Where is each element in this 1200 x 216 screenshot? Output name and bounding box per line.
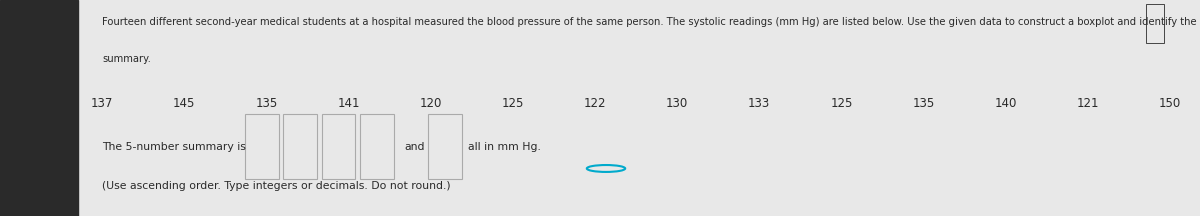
Text: 140: 140 (995, 97, 1016, 110)
Text: 125: 125 (502, 97, 524, 110)
Text: 121: 121 (1076, 97, 1099, 110)
Text: summary.: summary. (102, 54, 151, 64)
Text: 135: 135 (912, 97, 935, 110)
Bar (1146, 4, 1164, 43)
Text: The 5-number summary is: The 5-number summary is (102, 142, 250, 152)
Bar (0, 0, 78, 216)
Text: 120: 120 (420, 97, 442, 110)
Text: 125: 125 (830, 97, 852, 110)
Text: 133: 133 (748, 97, 770, 110)
Text: 141: 141 (337, 97, 360, 110)
Text: 130: 130 (666, 97, 689, 110)
Text: 135: 135 (256, 97, 277, 110)
Text: and: and (404, 142, 425, 152)
Text: 150: 150 (1159, 97, 1181, 110)
Text: 122: 122 (583, 97, 606, 110)
Text: 145: 145 (173, 97, 196, 110)
Text: (Use ascending order. Type integers or decimals. Do not round.): (Use ascending order. Type integers or d… (102, 181, 451, 191)
Text: 137: 137 (91, 97, 113, 110)
Text: all in mm Hg.: all in mm Hg. (468, 142, 541, 152)
Text: Fourteen different second-year medical students at a hospital measured the blood: Fourteen different second-year medical s… (102, 17, 1200, 27)
